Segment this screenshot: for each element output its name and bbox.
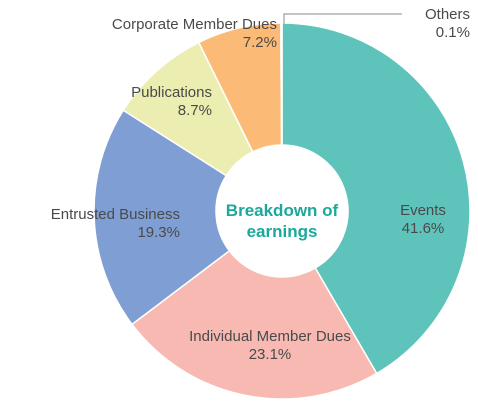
slice — [280, 22, 283, 146]
slice-value: 0.1% — [435, 24, 470, 41]
slice-name: Individual Member Dues — [189, 328, 351, 345]
leader-line — [283, 13, 402, 24]
chart-title: Breakdown of earnings — [225, 201, 339, 241]
slice — [281, 22, 471, 375]
slice-value: 23.1% — [248, 346, 292, 363]
slice — [130, 249, 378, 400]
slice-name: Others — [424, 6, 470, 23]
slice-value: 7.2% — [242, 34, 277, 51]
slice-name: Corporate Member Dues — [111, 16, 277, 33]
slice-name: Publications — [131, 84, 212, 101]
slice-value: 19.3% — [137, 224, 180, 241]
slice-label: Others 0.1% — [390, 6, 470, 42]
slice — [93, 109, 231, 326]
slice-label: Events 41.6% — [378, 202, 468, 238]
slice-label: Corporate Member Dues 7.2% — [97, 16, 277, 52]
slice-label: Individual Member Dues 23.1% — [170, 328, 370, 364]
slice-value: 41.6% — [401, 220, 445, 237]
slice-label: Publications 8.7% — [60, 84, 212, 120]
slice-label: Entrusted Business 19.3% — [0, 206, 180, 242]
slice-name: Entrusted Business — [50, 206, 180, 223]
slice-name: Events — [400, 202, 446, 219]
slices — [93, 22, 471, 400]
slice-value: 8.7% — [177, 102, 212, 119]
